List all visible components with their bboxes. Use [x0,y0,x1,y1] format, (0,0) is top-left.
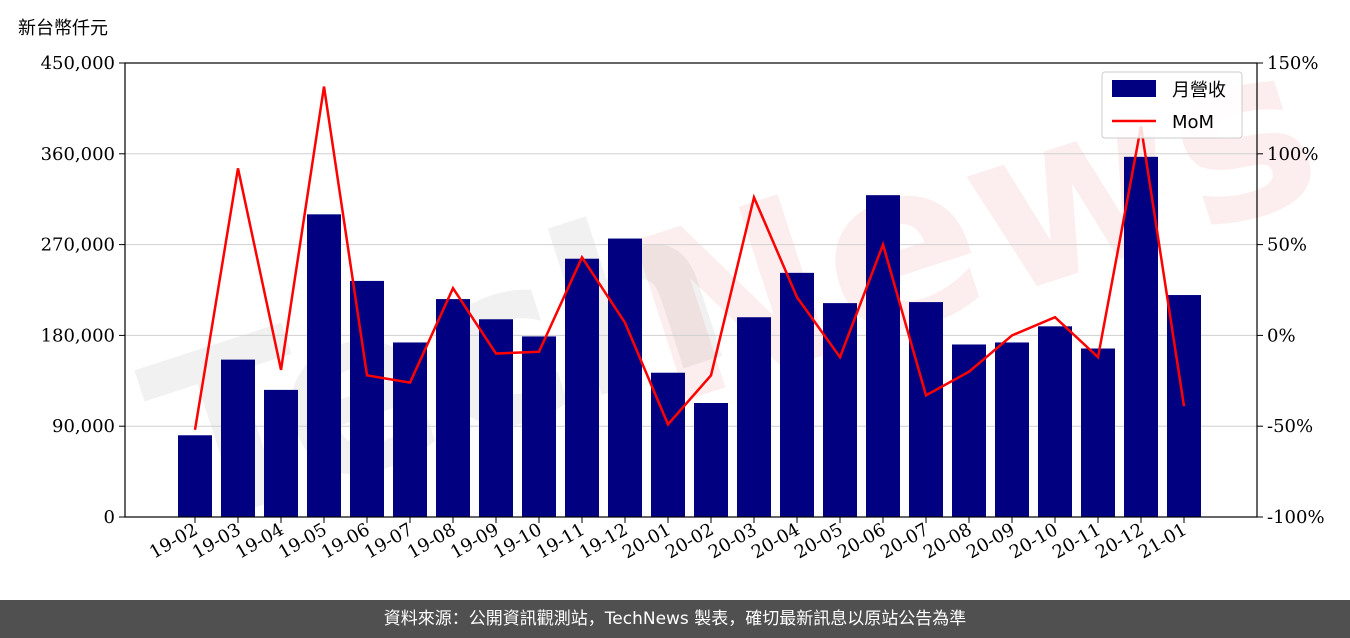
legend: 月營收 MoM [1101,71,1243,139]
x-tick-label: 20-12 [1092,519,1147,563]
bar-19-04 [264,389,298,517]
bar-19-11 [565,258,599,517]
bar-20-10 [1038,326,1072,517]
legend-swatch-bar [1112,80,1156,97]
x-tick-label: 20-02 [662,519,717,563]
y-axis-unit-label: 新台幣仟元 [18,18,108,39]
x-tick-label: 20-01 [619,519,674,563]
x-tick-label: 20-07 [877,519,932,563]
bar-19-03 [221,359,255,517]
x-tick-label: 19-09 [447,519,502,563]
bar-20-02 [694,402,728,517]
bar-20-05 [823,303,857,517]
legend-label-revenue: 月營收 [1172,80,1226,101]
bar-19-12 [608,238,642,517]
bar-20-09 [995,342,1029,517]
bar-20-08 [952,344,986,517]
x-tick-label: 19-08 [404,519,459,563]
x-tick-label: 20-05 [791,519,846,563]
x-tick-label: 20-03 [705,519,760,563]
left-tick-label: 180,000 [41,325,115,346]
mom-line-series [193,86,1186,431]
plot-frame [124,62,1258,518]
bar-19-02 [178,435,212,517]
bar-19-10 [522,336,556,517]
x-tick-label: 20-10 [1006,519,1061,563]
x-tick-label: 20-08 [920,519,975,563]
x-tick-label: 19-12 [576,519,631,563]
right-tick-label: -100% [1267,507,1325,528]
left-tick-label: 270,000 [41,235,115,256]
right-tick-label: 100% [1267,144,1318,165]
left-tick-label: 0 [104,507,115,528]
right-tick-label: 0% [1267,325,1296,346]
x-tick-label: 20-04 [748,519,803,563]
x-tick-label: 19-11 [533,519,588,563]
bar-series [178,156,1201,518]
bar-20-03 [737,317,771,517]
right-tick-label: 50% [1267,235,1307,256]
right-tick-label: -50% [1267,416,1313,437]
left-tick-label: 450,000 [41,53,115,74]
bar-19-08 [436,299,470,517]
x-tick-label: 21-01 [1135,519,1190,563]
chart: Tech News 090,000180,000270,000360,00045… [41,0,1348,583]
bar-19-06 [350,280,384,517]
x-tick-label: 19-10 [490,519,545,563]
bar-20-12 [1124,156,1158,517]
right-tick-label: 150% [1267,53,1318,74]
left-tick-label: 360,000 [41,144,115,165]
legend-label-mom: MoM [1172,112,1214,133]
source-footer: 資料來源：公開資訊觀測站，TechNews 製表，確切最新訊息以原站公告為準 [0,600,1350,638]
bar-20-04 [780,272,814,517]
left-tick-label: 90,000 [52,416,115,437]
mom-line [193,86,1186,431]
bar-19-05 [307,214,341,518]
bar-19-09 [479,319,513,517]
bar-20-07 [909,302,943,517]
x-tick-label: 20-11 [1049,519,1104,563]
x-tick-label: 20-09 [963,519,1018,563]
bar-19-07 [393,342,427,517]
x-tick-label: 20-06 [834,519,889,563]
bar-20-11 [1081,348,1115,517]
